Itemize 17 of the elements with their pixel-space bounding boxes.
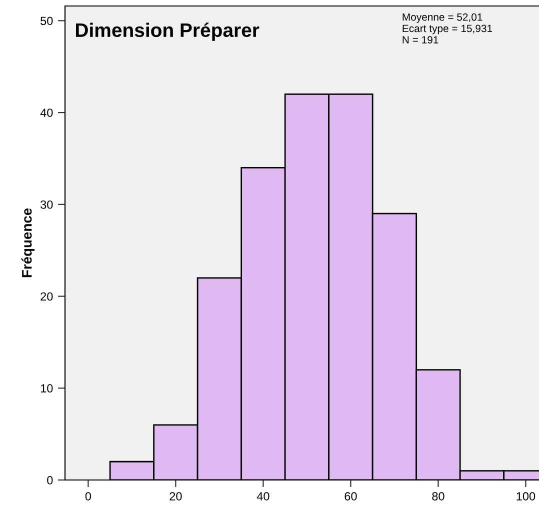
- y-tick-label: 40: [40, 108, 53, 117]
- annotation: Ecart type = 15,931: [402, 24, 492, 34]
- x-tick-label: 60: [344, 492, 357, 500]
- y-tick-label: 20: [40, 292, 53, 301]
- x-tick-label: 0: [85, 492, 92, 500]
- y-tick-label: 50: [40, 16, 53, 26]
- x-tick-label: 40: [256, 492, 270, 500]
- x-tick-label: 20: [170, 492, 182, 500]
- y-axis-title: Fréquence: [21, 208, 35, 278]
- text: Dimension Préparer: [76, 22, 260, 41]
- y-tick-label: 10: [40, 384, 53, 393]
- x-tick-label: 80: [432, 492, 444, 500]
- x-tick-label: 100: [516, 492, 536, 500]
- y-tick-label: 0: [47, 476, 53, 484]
- annotation: N = 191: [402, 36, 438, 44]
- annotation: Moyenne = 52,01: [402, 13, 482, 23]
- y-tick-label: 30: [40, 200, 53, 209]
